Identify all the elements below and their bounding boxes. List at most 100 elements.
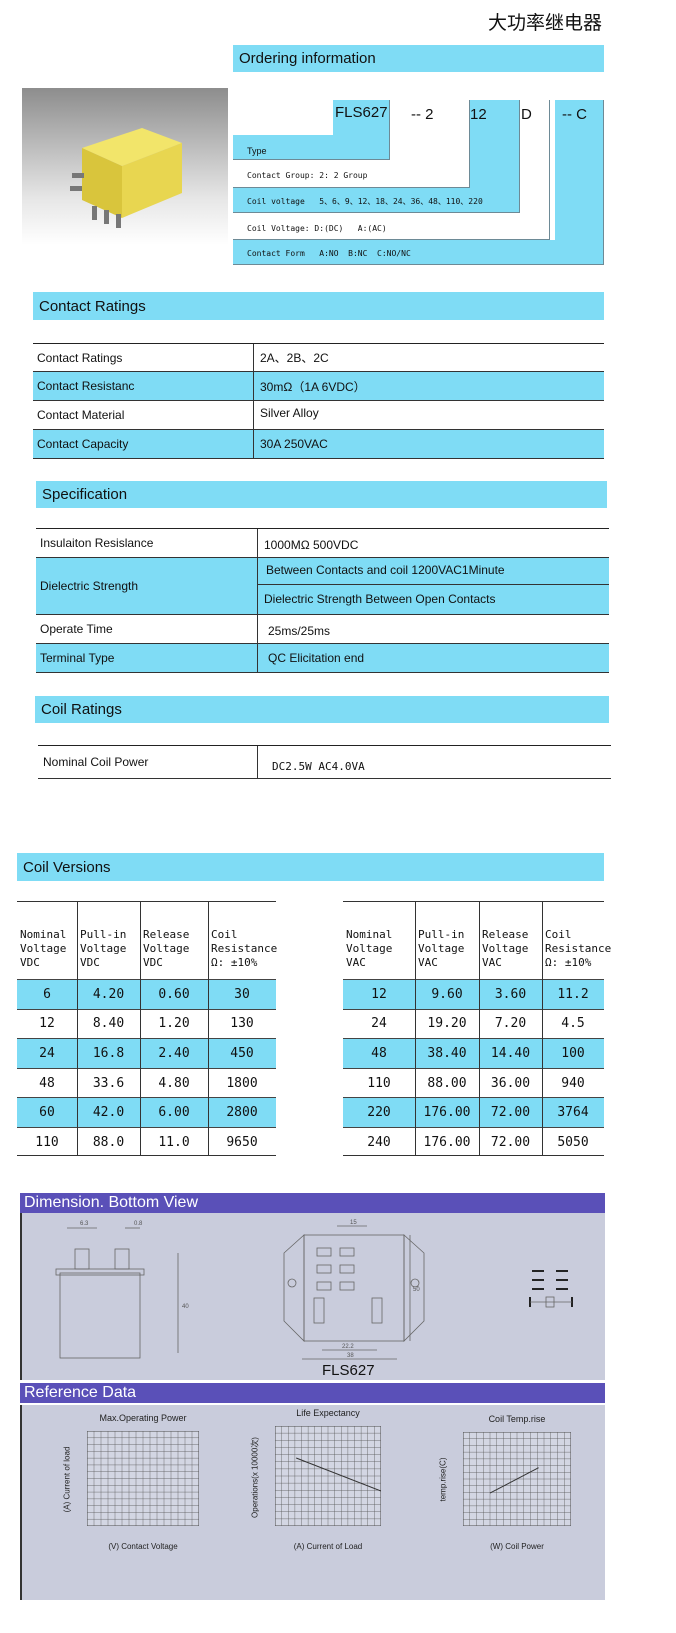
- page-title: 大功率继电器: [487, 12, 602, 34]
- table-cell: 14.40: [490, 1045, 531, 1061]
- table-row: 240 176.00 72.00 5050: [343, 1127, 604, 1157]
- row-label: Nominal Coil Power: [43, 755, 149, 769]
- table-cell: 11.0: [158, 1134, 190, 1150]
- header-line: Coil: [545, 928, 572, 941]
- table-row: Insulaiton Resislance 1000MΩ 500VDC: [36, 529, 609, 558]
- dim-label: 6.3: [80, 1221, 89, 1227]
- table-cell: 3764: [557, 1105, 589, 1121]
- row-value: Silver Alloy: [253, 401, 319, 429]
- header-line: Voltage: [20, 942, 67, 955]
- reference-panel: Max.Operating Power (V) Contact Voltage …: [20, 1405, 605, 1600]
- table-cell: 72.00: [490, 1105, 531, 1121]
- chart-ylabel: temp.rise(C): [438, 1457, 448, 1502]
- row-label: Terminal Type: [40, 651, 115, 665]
- header-line: Nominal: [346, 928, 393, 941]
- header-line: VDC: [80, 956, 100, 969]
- table-cell: 6: [43, 986, 51, 1002]
- coil-ratings-header: Coil Ratings: [35, 696, 609, 723]
- table-cell: 9.60: [431, 986, 463, 1002]
- table-cell: 48: [39, 1075, 55, 1091]
- table-cell: 12: [39, 1016, 55, 1032]
- column-header: Release Voltage VDC: [140, 902, 208, 979]
- column-header: Coil Resistance Ω: ±10%: [542, 902, 612, 979]
- table-row: 12 9.60 3.60 11.2: [343, 979, 604, 1009]
- column-header: Release Voltage VAC: [479, 902, 542, 979]
- row-label: Operate Time: [40, 622, 113, 636]
- row-value: 1000MΩ 500VDC: [257, 529, 358, 557]
- table-cell: 36.00: [490, 1075, 531, 1091]
- dimension-header: Dimension. Bottom View: [20, 1193, 605, 1213]
- code-type: FLS627: [335, 104, 388, 121]
- column-header: Nominal Voltage VDC: [17, 902, 77, 979]
- table-cell: 30: [234, 986, 250, 1002]
- chart-xlabel: (V) Contact Voltage: [108, 1542, 178, 1551]
- header-line: VDC: [143, 956, 163, 969]
- table-cell: 176.00: [423, 1105, 471, 1121]
- table-cell: 48: [371, 1045, 387, 1061]
- header-line: Resistance: [545, 942, 612, 955]
- table-cell: 60: [39, 1105, 55, 1121]
- row-value: 25ms/25ms: [257, 615, 330, 643]
- header-line: VDC: [20, 956, 40, 969]
- table-cell: 1800: [226, 1075, 258, 1091]
- header-line: Voltage: [482, 942, 529, 955]
- coil-versions-header: Coil Versions: [17, 853, 604, 881]
- row-label: Contact Ratings: [37, 350, 123, 365]
- chart-xlabel: (A) Current of Load: [293, 1542, 363, 1551]
- table-row: Contact Capacity 30A 250VAC: [33, 430, 604, 459]
- code-contact-group: -- 2: [411, 106, 434, 123]
- chart-grid: [275, 1426, 381, 1526]
- header-line: Voltage: [346, 942, 393, 955]
- dc-coil-table: Nominal Voltage VDC Pull-in Voltage VDC Releas…: [17, 901, 277, 1157]
- specification-table: Insulaiton Resislance 1000MΩ 500VDC Diele…: [36, 528, 609, 673]
- column-header: Pull-in Voltage VDC: [77, 902, 140, 979]
- table-cell: 940: [561, 1075, 585, 1091]
- row-value: DC2.5W AC4.0VA: [257, 746, 365, 778]
- column-divider: [415, 902, 416, 1155]
- header-line: Pull-in: [80, 928, 127, 941]
- table-row: 12 8.40 1.20 130: [17, 1008, 276, 1039]
- header-line: Release: [143, 928, 190, 941]
- header-line: Ω: ±10%: [545, 956, 592, 969]
- row-value: QC Elicitation end: [257, 644, 364, 672]
- dim-label: 38: [347, 1353, 354, 1359]
- label-coil-voltage: Coil voltage 5、6、9、12、18、24、36、48、110、22…: [247, 197, 483, 206]
- table-cell: 4.80: [158, 1075, 190, 1091]
- table-row: 110 88.00 36.00 940: [343, 1067, 604, 1098]
- column-header: Coil Resistance Ω: ±10%: [208, 902, 277, 979]
- table-row: 220 176.00 72.00 3764: [343, 1097, 604, 1127]
- table-row: 110 88.0 11.0 9650: [17, 1127, 276, 1157]
- table-cell: 220: [367, 1105, 391, 1121]
- table-cell: 130: [230, 1016, 254, 1032]
- contact-ratings-table: Contact Ratings 2A、2B、2C Contact Resistan…: [33, 343, 604, 459]
- dim-label: 0.8: [134, 1221, 143, 1227]
- table-cell: 0.60: [158, 986, 190, 1002]
- row-label: Dielectric Strength: [40, 579, 139, 593]
- header-line: Voltage: [418, 942, 465, 955]
- table-cell: 110: [35, 1134, 59, 1150]
- row-value: 30mΩ（1A 6VDC）: [253, 372, 366, 400]
- table-cell: 12: [371, 986, 387, 1002]
- header-line: Nominal: [20, 928, 67, 941]
- chart-ylabel: (A) Current of load: [62, 1446, 72, 1512]
- table-cell: 88.00: [427, 1075, 467, 1091]
- table-row: Dielectric Strength Between Contacts and…: [36, 558, 609, 615]
- column-divider: [77, 902, 78, 1155]
- chart-title: Coil Temp.rise: [488, 1414, 546, 1424]
- chart-xlabel: (W) Coil Power: [490, 1542, 544, 1551]
- column-divider: [140, 902, 141, 1155]
- header-line: VAC: [482, 956, 502, 969]
- label-contact-group: Contact Group: 2: 2 Group: [247, 171, 368, 180]
- header-line: Release: [482, 928, 529, 941]
- table-cell: 72.00: [490, 1134, 531, 1150]
- table-row: 24 19.20 7.20 4.5: [343, 1008, 604, 1039]
- table-row: 6 4.20 0.60 30: [17, 979, 276, 1009]
- dimension-model: FLS627: [322, 1362, 375, 1379]
- table-cell: 42.0: [92, 1105, 125, 1121]
- row-value: Between Contacts and coil 1200VAC1Minute: [258, 558, 609, 585]
- table-row: 60 42.0 6.00 2800: [17, 1097, 276, 1127]
- column-header: Nominal Voltage VAC: [343, 902, 415, 979]
- table-cell: 24: [371, 1016, 387, 1032]
- header-line: Coil: [211, 928, 238, 941]
- table-cell: 240: [367, 1134, 391, 1150]
